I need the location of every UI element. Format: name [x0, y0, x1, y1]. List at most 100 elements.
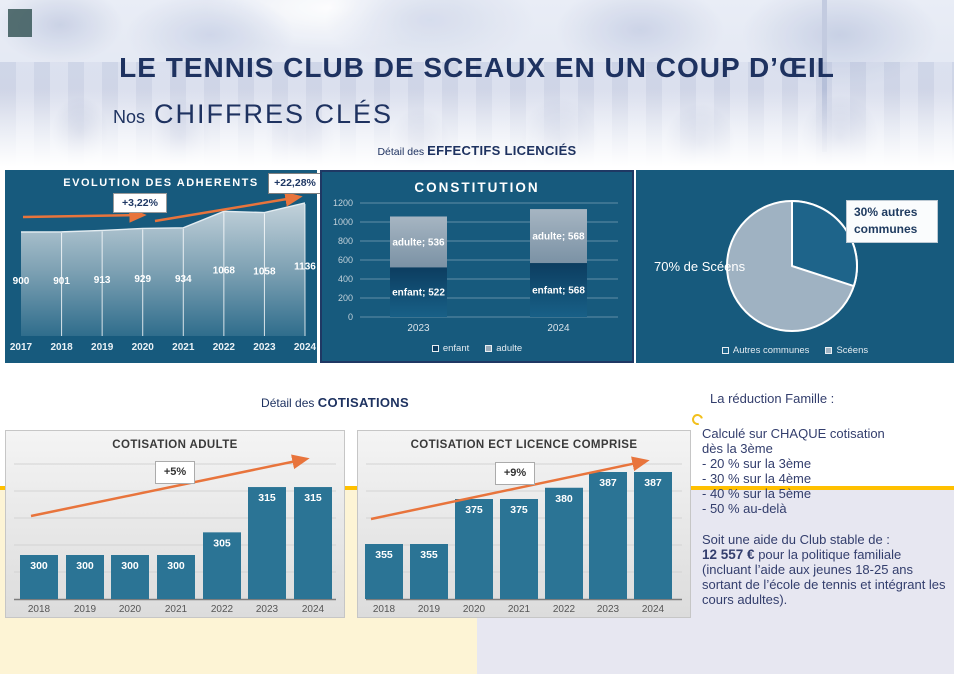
- x-axis-year-label: 2023: [597, 604, 620, 615]
- y-axis-tick-label: 200: [338, 293, 353, 303]
- x-axis-year-label: 2023: [253, 342, 276, 353]
- enfant-swatch-icon: [431, 345, 439, 352]
- cotisation-bar: [294, 487, 332, 599]
- bar-value-label: 387: [644, 477, 662, 489]
- x-axis-year-label: 2019: [74, 604, 97, 615]
- legend-label: Scéens: [836, 345, 869, 356]
- page-subtitle: Nos CHIFFRES CLÉS: [113, 99, 393, 130]
- y-axis-tick-label: 400: [338, 274, 353, 284]
- x-axis-year-label: 2018: [50, 342, 73, 353]
- cotisation-ect-chart-panel: COTISATION ECT LICENCE COMPRISE +9% 355 2…: [357, 430, 691, 618]
- trend-arrow-rising: [30, 454, 310, 518]
- cotisation-bar: [500, 499, 538, 599]
- section-prefix: Détail des: [377, 146, 425, 158]
- origin-pie-panel: 70% de Scéens 30% autres communes Autres…: [636, 170, 954, 363]
- growth-annotation-2228: +22,28%: [268, 173, 322, 194]
- adherents-chart-panel: EVOLUTION DES ADHERENTS +3,22% +22,28% 9…: [5, 170, 322, 363]
- x-axis-year-label: 2021: [508, 604, 531, 615]
- y-axis-tick-label: 600: [338, 255, 353, 265]
- adulte-swatch-icon: [485, 345, 493, 352]
- growth-annotation-322: +3,22%: [113, 193, 167, 213]
- x-axis-year-label: 2024: [302, 604, 325, 615]
- origin-pie-chart: [726, 200, 858, 332]
- adherents-area-chart: 900 2017 901 2018 913 2019 929 2020 934 2021 1068 2…: [10, 191, 317, 353]
- reduction-line: - 30 % sur la 4ème: [702, 471, 812, 486]
- cotisation-bar: [248, 487, 286, 599]
- x-axis-year-label: 2023: [256, 604, 279, 615]
- legend-label: Autres communes: [732, 345, 810, 356]
- area-shape: [21, 202, 305, 336]
- hero-photo-header: LE TENNIS CLUB DE SCEAUX EN UN COUP D’ŒI…: [0, 0, 954, 170]
- x-axis-year-label: 2021: [172, 342, 195, 353]
- enfant-segment-label: enfant; 568: [532, 286, 585, 297]
- legend-item-adulte: adulte: [485, 343, 522, 354]
- cotisation-bar: [157, 555, 195, 599]
- bar-value-label: 380: [555, 493, 573, 505]
- enfant-segment: [530, 263, 587, 317]
- x-axis-year-label: 2023: [407, 323, 430, 334]
- x-axis-year-label: 2018: [373, 604, 396, 615]
- page-title: LE TENNIS CLUB DE SCEAUX EN UN COUP D’ŒI…: [119, 52, 835, 83]
- adulte-segment-label: adulte; 536: [392, 237, 445, 248]
- section-title: COTISATIONS: [317, 395, 409, 410]
- constitution-chart-title: CONSTITUTION: [414, 180, 540, 195]
- area-value-label: 913: [94, 275, 111, 286]
- bar-value-label: 355: [375, 549, 393, 561]
- y-axis-tick-label: 0: [348, 312, 353, 322]
- x-axis-year-label: 2024: [642, 604, 665, 615]
- cotisation-adulte-bar-chart: 300 2018 300 2019 300 2020 300 2021 305 2022 315 20…: [14, 454, 336, 615]
- constitution-legend: enfant adulte: [322, 343, 632, 354]
- area-value-label: 929: [134, 274, 151, 285]
- section-label-cotisations: Détail des COTISATIONS: [150, 395, 520, 410]
- cotisation-bar: [589, 472, 627, 599]
- cotisation-ect-bar-chart: 355 2018 355 2019 375 2020 375 2021 380 2022 387 20…: [365, 456, 682, 615]
- reduction-line: - 40 % sur la 5ème: [702, 486, 812, 501]
- x-axis-year-label: 2019: [418, 604, 441, 615]
- cotisation-ect-title: COTISATION ECT LICENCE COMPRISE: [410, 439, 638, 451]
- trend-arrow-rising: [154, 191, 303, 223]
- cotisation-bar: [410, 544, 448, 599]
- aid-amount: 12 557 €: [702, 547, 755, 562]
- area-value-label: 901: [53, 276, 70, 287]
- club-aid-paragraph: Soit une aide du Club stable de : 12 557…: [702, 532, 952, 607]
- trend-arrow-rising: [370, 456, 650, 521]
- bar-value-label: 300: [76, 560, 94, 572]
- pie-slice-autres-communes: [791, 200, 858, 288]
- bar-value-label: 315: [304, 492, 322, 504]
- x-axis-year-label: 2020: [463, 604, 486, 615]
- bar-value-label: 300: [167, 560, 185, 572]
- reduction-line: Calculé sur CHAQUE cotisation: [702, 426, 885, 441]
- bar-value-label: 375: [465, 504, 483, 516]
- adulte-segment: [390, 216, 447, 268]
- pie-sceens-label: 70% de Scéens: [654, 259, 746, 274]
- bar-value-label: 315: [258, 492, 276, 504]
- bar-value-label: 300: [121, 560, 139, 572]
- crowd-photo-blur: [0, 62, 954, 170]
- section-prefix: Détail des: [261, 396, 315, 410]
- bar-value-label: 305: [213, 537, 231, 549]
- x-axis-year-label: 2024: [547, 323, 570, 334]
- pie-autres-callout: 30% autres communes: [846, 200, 938, 243]
- x-axis-year-label: 2022: [213, 342, 236, 353]
- cotisation-bar: [365, 544, 403, 599]
- x-axis-year-label: 2020: [132, 342, 155, 353]
- area-value-label: 1058: [253, 266, 276, 277]
- reduction-line: - 50 % au-delà: [702, 501, 787, 516]
- dark-tree-photo: [8, 9, 32, 37]
- x-axis-year-label: 2022: [211, 604, 234, 615]
- aid-intro: Soit une aide du Club stable de :: [702, 532, 890, 547]
- area-value-label: 934: [175, 274, 192, 285]
- legend-label: adulte: [496, 343, 523, 354]
- cotisation-adulte-title: COTISATION ADULTE: [112, 439, 238, 451]
- bar-value-label: 375: [510, 504, 528, 516]
- enfant-segment: [390, 267, 447, 317]
- legend-label: enfant: [442, 343, 470, 354]
- enfant-segment-label: enfant; 522: [392, 288, 445, 299]
- cotisation-bar: [634, 472, 672, 599]
- cotisation-bar: [455, 499, 493, 599]
- cotisation-adulte-chart-panel: COTISATION ADULTE +5% 300 2018 300 2019 300 2…: [5, 430, 345, 618]
- y-axis-tick-label: 800: [338, 236, 353, 246]
- legend-item-sceens: Scéens: [825, 345, 868, 356]
- subtitle-prefix: Nos: [113, 107, 146, 127]
